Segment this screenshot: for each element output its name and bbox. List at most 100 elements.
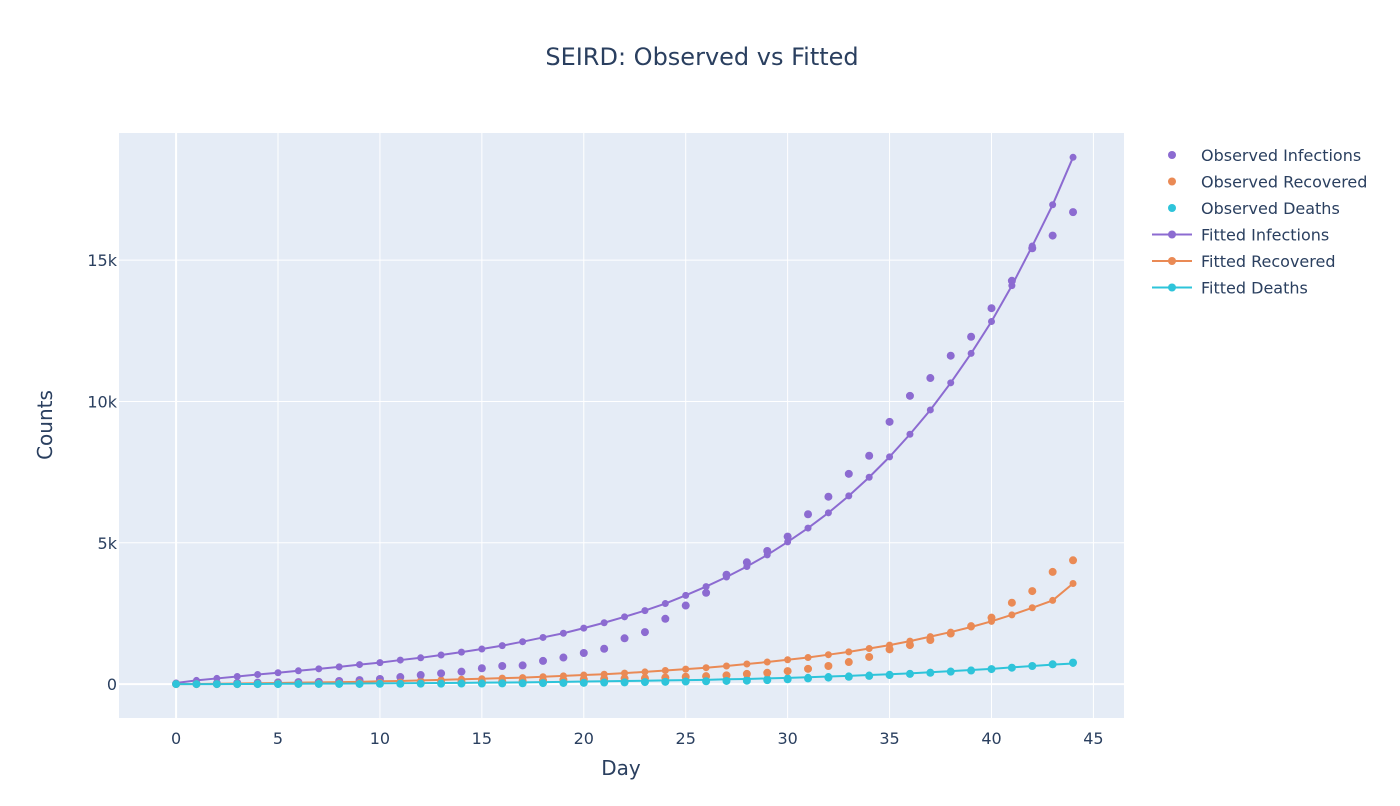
fitted-recovered-point	[743, 660, 751, 668]
legend-item-observed-recovered[interactable]: Observed Recovered	[1168, 173, 1367, 192]
observed-infections-point	[579, 649, 588, 657]
fitted-infections-point	[539, 633, 547, 641]
fitted-infections-point	[559, 629, 567, 637]
observed-deaths-point	[620, 678, 629, 687]
observed-deaths-point	[640, 678, 649, 687]
observed-deaths-point	[905, 669, 914, 678]
observed-deaths-point	[457, 679, 466, 688]
observed-infections-point	[437, 669, 446, 678]
fitted-infections-point	[457, 648, 465, 656]
observed-recovered-point	[885, 645, 894, 654]
observed-infections-point	[518, 661, 527, 670]
fitted-recovered-point	[865, 644, 873, 652]
observed-deaths-point	[1007, 663, 1016, 672]
fitted-recovered-point	[641, 668, 649, 676]
fitted-infections-point	[600, 619, 608, 627]
observed-infections-point	[1069, 208, 1078, 217]
fitted-infections-point	[335, 663, 343, 671]
observed-recovered-point	[967, 622, 976, 631]
fitted-recovered-point	[682, 665, 690, 673]
x-tick-label: 25	[676, 729, 696, 748]
observed-deaths-point	[681, 677, 690, 686]
x-tick-label: 10	[370, 729, 390, 748]
fitted-infections-point	[356, 661, 364, 669]
x-tick-label: 45	[1083, 729, 1103, 748]
legend-item-fitted-deaths[interactable]: Fitted Deaths	[1152, 279, 1308, 298]
fitted-infections-point	[376, 659, 384, 667]
legend-item-fitted-recovered[interactable]: Fitted Recovered	[1152, 252, 1335, 271]
observed-recovered-point	[742, 669, 751, 678]
observed-recovered-point	[763, 668, 772, 677]
chart-title: SEIRD: Observed vs Fitted	[545, 43, 858, 71]
legend-item-observed-deaths[interactable]: Observed Deaths	[1168, 199, 1340, 218]
observed-recovered-point	[844, 658, 853, 667]
observed-infections-point	[865, 451, 874, 460]
observed-deaths-point	[600, 678, 609, 687]
y-tick-label: 5k	[98, 534, 118, 553]
observed-infections-point	[1048, 231, 1057, 240]
fitted-recovered-point	[784, 656, 792, 664]
observed-deaths-point	[1048, 660, 1057, 669]
fitted-infections-point	[233, 672, 241, 680]
fitted-recovered-point	[1049, 596, 1057, 604]
observed-infections-point	[1028, 244, 1037, 253]
observed-deaths-point	[233, 680, 242, 689]
legend-label: Observed Deaths	[1201, 199, 1340, 218]
fitted-infections-point	[1069, 153, 1077, 161]
fitted-infections-point	[1049, 201, 1057, 209]
x-tick-label: 20	[574, 729, 594, 748]
observed-recovered-point	[1028, 587, 1037, 596]
observed-deaths-point	[722, 676, 731, 685]
observed-deaths-point	[212, 680, 221, 689]
fitted-infections-point	[437, 651, 445, 659]
x-tick-label: 40	[981, 729, 1001, 748]
observed-infections-point	[905, 391, 914, 400]
observed-deaths-series	[172, 658, 1078, 689]
observed-recovered-point	[905, 641, 914, 650]
fitted-infections-point	[315, 665, 323, 673]
fitted-recovered-point	[702, 664, 710, 672]
y-axis-title: Counts	[33, 390, 57, 460]
observed-infections-point	[967, 332, 976, 341]
legend[interactable]: Observed Infections Observed Recovered Obs…	[1152, 146, 1367, 298]
observed-infections-point	[559, 653, 568, 662]
observed-deaths-point	[1069, 658, 1078, 667]
x-axis-title: Day	[601, 756, 641, 780]
fitted-infections-point	[926, 406, 934, 414]
observed-deaths-point	[416, 679, 425, 688]
observed-recovered-point	[824, 662, 833, 670]
legend-marker-swatch	[1168, 257, 1176, 265]
legend-marker-swatch	[1168, 283, 1176, 292]
observed-infections-point	[804, 510, 813, 519]
fitted-infections-point	[682, 591, 690, 599]
fitted-recovered-point	[763, 658, 771, 666]
observed-infections-point	[477, 664, 486, 673]
observed-deaths-point	[967, 666, 976, 675]
series-traces	[172, 153, 1078, 689]
fitted-infections-point	[417, 654, 425, 662]
legend-label: Fitted Deaths	[1201, 279, 1308, 298]
legend-item-fitted-infections[interactable]: Fitted Infections	[1152, 226, 1329, 245]
observed-deaths-point	[742, 676, 751, 685]
observed-deaths-point	[824, 673, 833, 682]
observed-infections-point	[885, 417, 894, 426]
observed-infections-point	[987, 304, 996, 313]
fitted-infections-point	[519, 638, 527, 646]
fitted-infections-point	[702, 583, 710, 591]
observed-deaths-point	[518, 679, 527, 688]
legend-item-observed-infections[interactable]: Observed Infections	[1168, 146, 1361, 165]
observed-deaths-point	[783, 675, 792, 684]
fitted-infections-point	[906, 430, 914, 438]
fitted-recovered-point	[804, 654, 812, 662]
observed-infections-point	[457, 667, 466, 676]
observed-deaths-point	[375, 679, 384, 688]
observed-infections-point	[783, 532, 792, 541]
observed-deaths-point	[477, 679, 486, 688]
observed-infections-point	[416, 671, 425, 680]
observed-recovered-point	[1048, 567, 1057, 576]
legend-marker-swatch	[1168, 177, 1176, 186]
observed-deaths-point	[437, 679, 446, 688]
observed-infections-point	[844, 469, 853, 478]
legend-label: Fitted Recovered	[1201, 252, 1335, 271]
observed-deaths-point	[192, 680, 201, 689]
